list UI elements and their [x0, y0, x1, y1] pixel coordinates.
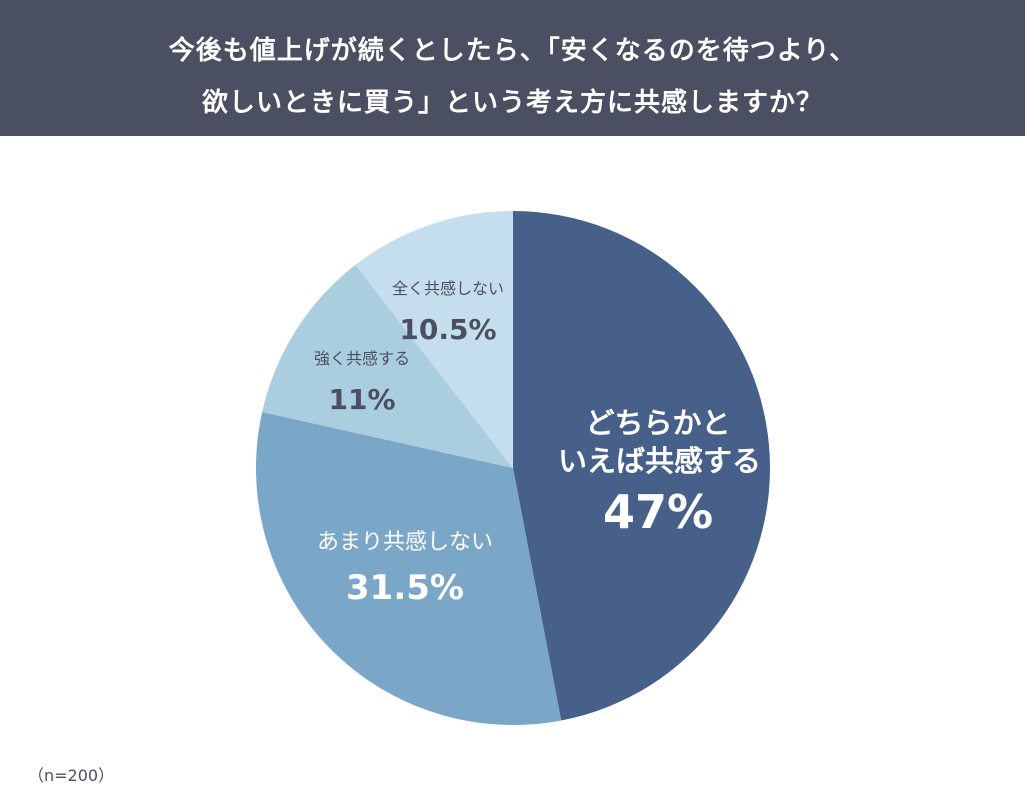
percentage-value: 31.5%	[346, 568, 464, 608]
slice-somewhat-agree	[513, 211, 771, 721]
slice-label-strongly-agree: 強く共感する 11%	[292, 348, 432, 418]
percentage-value: 11%	[328, 383, 396, 416]
category-text: いえば共感する	[558, 444, 762, 478]
percentage-value: 10.5%	[399, 313, 497, 346]
sample-size-note: （n=200）	[28, 766, 115, 785]
slice-label-somewhat-agree: どちらかと いえば共感する 47%	[558, 404, 762, 540]
chart-title-line-2: 欲しいときに買う」という考え方に共感しますか？	[201, 88, 823, 118]
slice-label-strongly-disagree: 全く共感しない 10.5%	[378, 278, 518, 348]
category-text: 強く共感する	[313, 349, 410, 368]
category-text: どちらかと	[585, 406, 731, 440]
percentage-value: 47%	[602, 485, 714, 539]
category-text: あまり共感しない	[316, 530, 493, 555]
slice-strongly-agree	[262, 264, 513, 468]
category-text: 全く共感しない	[391, 279, 504, 298]
chart-title-banner: 今後も値上げが続くとしたら、「安くなるのを待つより、 欲しいときに買う」という考…	[0, 0, 1025, 136]
slice-strongly-disagree	[355, 211, 513, 468]
slice-label-somewhat-disagree: あまり共感しない 31.5%	[300, 528, 510, 610]
slice-somewhat-disagree	[256, 411, 562, 726]
chart-title-line-1: 今後も値上げが続くとしたら、「安くなるのを待つより、	[168, 36, 857, 66]
